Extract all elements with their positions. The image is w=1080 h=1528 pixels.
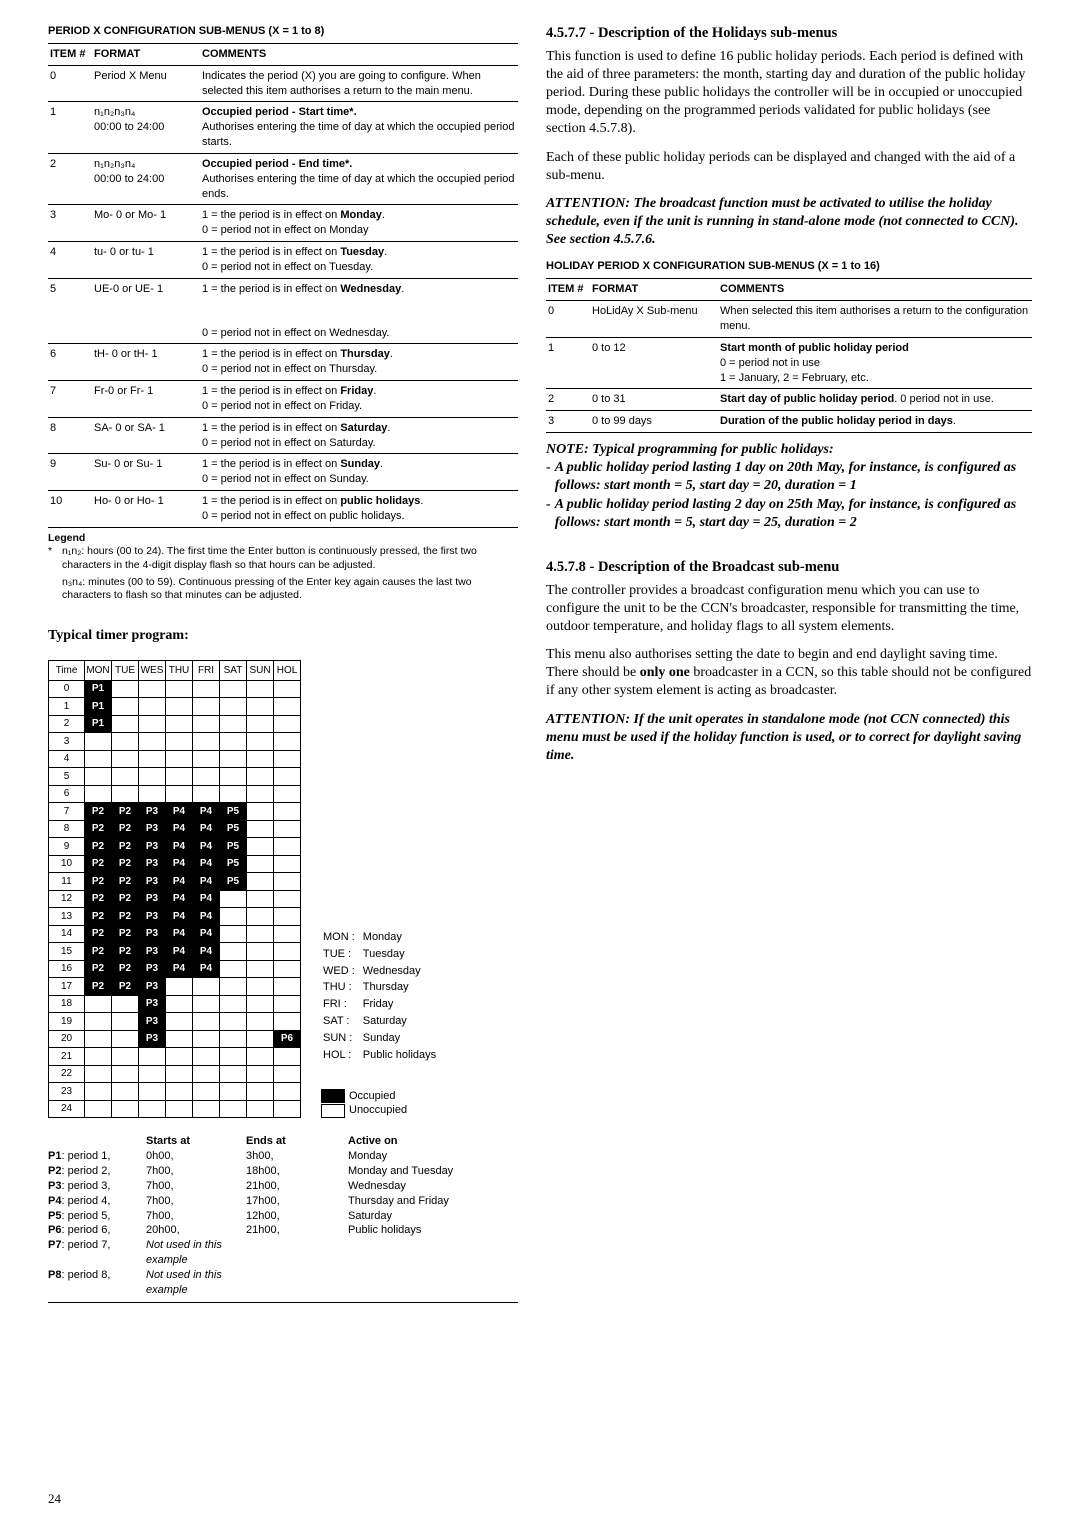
table2-title: HOLIDAY PERIOD X CONFIGURATION SUB-MENUS… xyxy=(546,259,1032,274)
period-table: ITEM # FORMAT COMMENTS 0Period X MenuInd… xyxy=(48,43,518,528)
periods-legend: Starts at Ends at Active on P1: period 1… xyxy=(48,1134,518,1302)
day-legend: MON :MondayTUE :TuesdayWED :WednesdayTHU… xyxy=(321,928,444,1065)
para-3: The controller provides a broadcast conf… xyxy=(546,582,1032,637)
typical-title: Typical timer program: xyxy=(48,627,518,646)
legend-line1: n₁n₂: hours (00 to 24). The first time t… xyxy=(62,545,518,572)
legend-star: * xyxy=(48,545,62,603)
th2-format: FORMAT xyxy=(590,279,718,301)
legend-line2: n₃n₄: minutes (00 to 59). Continuous pre… xyxy=(62,576,518,603)
attention-2: ATTENTION: If the unit operates in stand… xyxy=(546,711,1032,766)
note-2: A public holiday period lasting 2 day on… xyxy=(555,496,1032,532)
th-comments: COMMENTS xyxy=(200,43,518,65)
para-2: Each of these public holiday periods can… xyxy=(546,149,1032,185)
th-format: FORMAT xyxy=(92,43,200,65)
page-number: 24 xyxy=(48,1490,1032,1508)
para-1: This function is used to define 16 publi… xyxy=(546,48,1032,139)
section-4577-title: 4.5.7.7 - Description of the Holidays su… xyxy=(546,24,1032,44)
occupancy-legend: Occupied Unoccupied xyxy=(321,1089,444,1119)
timer-table: TimeMONTUEWESTHUFRISATSUNHOL 0P11P12P134… xyxy=(48,660,301,1118)
note-1: A public holiday period lasting 1 day on… xyxy=(555,459,1032,495)
section-4578-title: 4.5.7.8 - Description of the Broadcast s… xyxy=(546,558,1032,578)
th2-item: ITEM # xyxy=(546,279,590,301)
th2-comments: COMMENTS xyxy=(718,279,1032,301)
table1-title: PERIOD X CONFIGURATION SUB-MENUS (X = 1 … xyxy=(48,24,518,39)
attention-1: ATTENTION: The broadcast function must b… xyxy=(546,195,1032,250)
holiday-table: ITEM # FORMAT COMMENTS 0HoLidAy X Sub-me… xyxy=(546,278,1032,433)
note-title: NOTE: Typical programming for public hol… xyxy=(546,442,834,457)
para-4: This menu also authorises setting the da… xyxy=(546,646,1032,701)
legend-title: Legend xyxy=(48,532,518,546)
th-item: ITEM # xyxy=(48,43,92,65)
